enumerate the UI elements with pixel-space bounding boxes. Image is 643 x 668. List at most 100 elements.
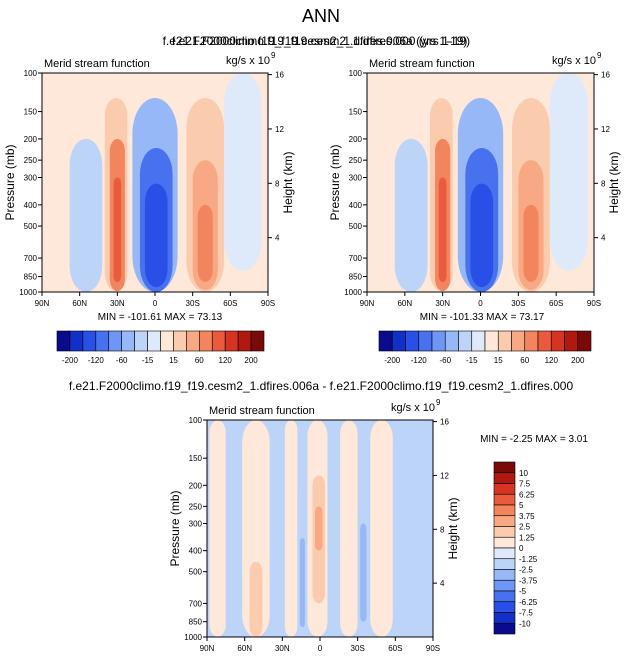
y-right-tick-label: 4 [601,234,606,243]
legend-box [134,330,148,352]
y-axis-label: Pressure (mb) [3,144,17,220]
y-tick-label: 150 [349,108,363,117]
y-right-axis-label: Height (km) [446,497,460,559]
contour-cell [144,183,168,288]
panel-diff: f.e21.F2000climo.f19_f19.cesm2_1.dfires.… [69,379,589,653]
legend-label: 120 [219,356,233,365]
legend-box [493,472,516,484]
x-tick-label: 30S [351,644,365,653]
legend-box [378,330,393,352]
x-tick-label: 0 [478,299,483,308]
y-axis-label: Pressure (mb) [328,144,342,220]
legend-label: 60 [195,356,204,365]
contour-cell [197,204,213,282]
contour-cell [269,420,285,637]
legend-box [493,569,516,581]
y-tick-label: 100 [189,416,203,425]
x-tick-label: 30S [186,299,200,308]
legend-label: -60 [116,356,128,365]
contour-cell [340,420,358,637]
legend-box [493,590,516,603]
y-tick-label: 700 [189,599,203,608]
panel-b: f.e21.F2000climo.f19_f19.cesm2_1.dfires.… [172,34,621,365]
y-tick-label: 1000 [184,633,202,642]
legend-label: 5 [519,501,524,510]
plot-area [42,73,268,292]
legend-label: -15 [142,356,154,365]
legend-box [493,601,516,613]
legend-box [493,622,516,635]
legend-box [237,330,252,352]
legend-box [211,330,226,352]
y-tick-label: 400 [24,201,38,210]
legend-box [250,330,265,352]
y-right-tick-label: 12 [275,125,284,134]
contour-cell [394,138,428,292]
contour-cell [224,73,262,271]
y-right-tick-label: 12 [440,471,449,480]
x-tick-label: 90S [261,299,275,308]
legend-label: 6.25 [519,490,535,499]
legend-label: -6.25 [519,598,538,607]
legend-label: 1.25 [519,533,535,542]
legend-box [493,526,516,538]
x-tick-label: 60N [72,299,87,308]
y-right-tick-label: 8 [275,179,280,188]
legend-box [82,330,97,352]
legend-label: 200 [571,356,585,365]
legend-box [199,330,213,352]
y-tick-label: 150 [189,454,203,463]
contour-cell [249,561,263,637]
y-right-tick-label: 4 [275,234,280,243]
y-tick-label: 300 [24,173,38,182]
legend-box [147,330,161,352]
y-axis-label: Pressure (mb) [168,490,182,566]
legend-box [493,612,516,624]
y-right-tick-label: 16 [601,71,610,80]
contour-cell [549,73,588,271]
legend-label: -120 [88,356,105,365]
contour-cell [242,420,270,637]
y-tick-label: 300 [349,173,363,182]
panel-units: kg/s x 10 [391,402,435,414]
page-title: ANN [302,6,340,26]
y-tick-label: 200 [189,481,203,490]
x-tick-label: 90N [200,644,215,653]
y-tick-label: 700 [349,254,363,263]
legend-box [458,330,473,352]
legend-box [160,330,174,352]
contour-cell [470,183,494,288]
panel-units: kg/s x 10 [552,55,596,67]
x-tick-label: 60S [549,299,563,308]
y-tick-label: 200 [349,135,363,144]
panel-units-exponent: 9 [597,51,602,60]
y-right-tick-label: 16 [275,71,284,80]
contour-cell [392,420,433,637]
legend-label: 0 [519,544,524,553]
legend-box [391,330,406,352]
legend-label: -15 [466,356,478,365]
y-right-axis-label: Height (km) [281,151,295,213]
legend-label: -200 [62,356,79,365]
panel-title: f.e21.F2000climo.f19_f19.cesm2_1.dfires.… [172,34,470,48]
legend-label: -1.25 [519,555,538,564]
y-tick-label: 700 [24,254,38,263]
y-tick-label: 100 [349,69,363,78]
panel-stats: MIN = -101.33 MAX = 73.17 [420,312,545,323]
y-tick-label: 850 [189,618,203,627]
panel-units-exponent: 9 [436,398,441,407]
legend-label: -5 [519,587,527,596]
y-tick-label: 1000 [19,288,37,297]
legend-box [493,483,516,495]
legend-box [493,579,516,592]
panel-units-exponent: 9 [271,51,276,60]
y-tick-label: 150 [24,108,38,117]
x-tick-label: 90N [35,299,50,308]
contour-cell [523,204,539,282]
legend-label: 7.5 [519,480,531,489]
legend-box [418,330,433,352]
legend-box [550,330,565,352]
y-tick-label: 200 [24,135,38,144]
legend-label: -60 [439,356,451,365]
